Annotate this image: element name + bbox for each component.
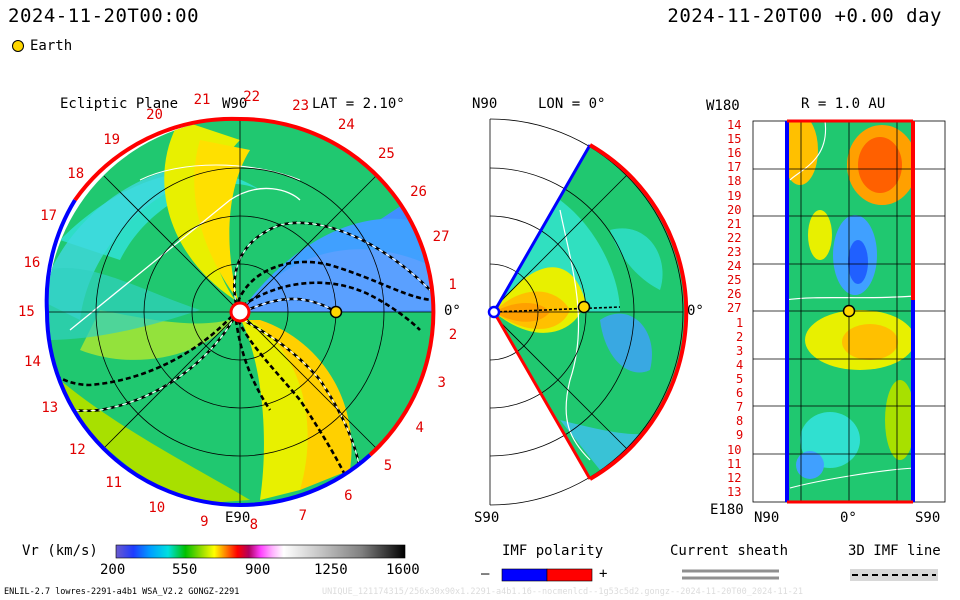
imf-negative-swatch — [501, 568, 548, 582]
run-id-watermark: UNIQUE_121174315/256x30x90x1.2291-a4b1.1… — [322, 587, 804, 597]
imf-plus-sign: + — [599, 566, 608, 582]
ecliptic-right-label: 0° — [444, 303, 461, 319]
radial-y-label-25: 25 — [727, 273, 742, 288]
sector-number-7: 7 — [298, 507, 307, 524]
earth-marker-icon — [12, 40, 24, 52]
colorbar-tick-900: 900 — [245, 562, 271, 578]
sun-marker-icon — [229, 301, 251, 323]
sector-number-10: 10 — [148, 499, 166, 516]
radial-y-label-9: 9 — [736, 428, 744, 443]
meridional-right-label: 0° — [687, 303, 704, 319]
right-timestamp: 2024-11-20T00 +0.00 day — [667, 5, 942, 27]
colorbar-tick-1600: 1600 — [386, 562, 420, 578]
radial-y-label-1: 1 — [736, 315, 744, 330]
radial-y-label-27: 27 — [727, 301, 742, 316]
sector-number-27: 27 — [432, 228, 450, 245]
imf-polarity-title: IMF polarity — [502, 543, 604, 559]
left-timestamp: 2024-11-20T00:00 — [8, 5, 200, 27]
radial-y-label-20: 20 — [727, 202, 742, 217]
radial-bottom-left-label: E180 — [710, 502, 744, 518]
sector-number-16: 16 — [23, 254, 41, 271]
sector-number-20: 20 — [146, 106, 163, 123]
radial-y-label-21: 21 — [727, 216, 742, 231]
radial-y-label-11: 11 — [727, 456, 742, 471]
sector-number-13: 13 — [41, 400, 59, 417]
earth-ecliptic-marker-icon — [329, 305, 343, 319]
radial-y-label-8: 8 — [736, 414, 744, 429]
sector-number-3: 3 — [437, 375, 446, 392]
sector-number-24: 24 — [337, 117, 355, 134]
velocity-colorbar — [115, 544, 406, 559]
radial-y-label-16: 16 — [727, 146, 742, 161]
radial-y-label-4: 4 — [736, 357, 744, 372]
ecliptic-title: Ecliptic Plane — [60, 96, 179, 112]
sector-number-26: 26 — [410, 184, 427, 201]
sector-number-15: 15 — [18, 304, 35, 321]
earth-meridional-marker-icon — [577, 300, 591, 314]
sector-number-14: 14 — [24, 353, 41, 370]
model-info-footer: ENLIL-2.7 lowres-2291-a4b1 WSA_V2.2 GONG… — [4, 587, 240, 597]
ecliptic-bottom-label: E90 — [225, 510, 251, 526]
sector-number-25: 25 — [377, 146, 395, 163]
sector-number-9: 9 — [200, 513, 209, 530]
radial-y-label-10: 10 — [727, 442, 742, 457]
meridional-lon-label: LON = 0° — [538, 96, 606, 112]
radial-y-label-18: 18 — [727, 174, 742, 189]
sector-number-8: 8 — [249, 516, 259, 533]
radial-y-label-19: 19 — [727, 188, 742, 203]
sector-number-17: 17 — [40, 208, 58, 225]
radial-y-label-3: 3 — [736, 343, 744, 358]
colorbar-tick-550: 550 — [172, 562, 198, 578]
ecliptic-plane-panel — [44, 116, 436, 508]
sun-meridional-marker-icon — [487, 305, 501, 319]
meridional-bottom-label: S90 — [474, 510, 500, 526]
radial-y-label-26: 26 — [727, 287, 742, 302]
sector-number-1: 1 — [448, 276, 457, 293]
radial-y-label-5: 5 — [736, 372, 744, 386]
colorbar-label: Vr (km/s) — [22, 543, 98, 559]
sector-number-22: 22 — [243, 89, 261, 106]
sector-number-19: 19 — [103, 132, 121, 149]
radial-y-label-13: 13 — [727, 484, 742, 499]
ecliptic-top-label: W90 — [222, 96, 248, 112]
meridional-plane-panel — [487, 118, 689, 506]
sector-number-23: 23 — [292, 97, 310, 114]
radial-y-label-23: 23 — [727, 245, 742, 259]
radial-x-label-n90: N90 — [754, 510, 780, 526]
sector-number-11: 11 — [105, 475, 123, 492]
radial-y-label-2: 2 — [736, 329, 744, 344]
radial-top-left-label: W180 — [706, 98, 740, 114]
radial-y-label-24: 24 — [727, 259, 742, 274]
radial-x-label-s90: S90 — [915, 510, 941, 526]
current-sheath-title: Current sheath — [670, 543, 789, 559]
sector-number-18: 18 — [67, 166, 85, 183]
radial-y-label-17: 17 — [727, 160, 742, 175]
imf-line-title: 3D IMF line — [848, 543, 941, 559]
radial-title: R = 1.0 AU — [801, 96, 886, 112]
colorbar-tick-1250: 1250 — [314, 562, 348, 578]
sector-number-6: 6 — [344, 487, 353, 504]
sector-number-12: 12 — [68, 441, 86, 458]
colorbar-tick-200: 200 — [100, 562, 126, 578]
sector-number-5: 5 — [383, 457, 393, 474]
sector-number-4: 4 — [415, 419, 424, 436]
imf-minus-sign: – — [481, 566, 490, 582]
sector-number-21: 21 — [193, 92, 211, 109]
radial-x-label-0: 0° — [840, 510, 857, 526]
imf-positive-swatch — [546, 568, 593, 582]
radial-y-label-12: 12 — [727, 470, 742, 485]
earth-legend-label: Earth — [30, 38, 73, 54]
earth-radial-marker-icon — [842, 304, 856, 318]
radial-y-label-22: 22 — [727, 230, 742, 245]
radial-y-label-15: 15 — [727, 132, 742, 147]
sector-number-2: 2 — [448, 326, 458, 343]
radial-y-label-14: 14 — [727, 118, 742, 132]
meridional-top-label: N90 — [472, 96, 498, 112]
radial-y-label-7: 7 — [736, 400, 744, 415]
radial-slice-panel — [752, 119, 946, 504]
radial-y-label-6: 6 — [736, 386, 744, 401]
ecliptic-lat-label: LAT = 2.10° — [312, 96, 405, 112]
